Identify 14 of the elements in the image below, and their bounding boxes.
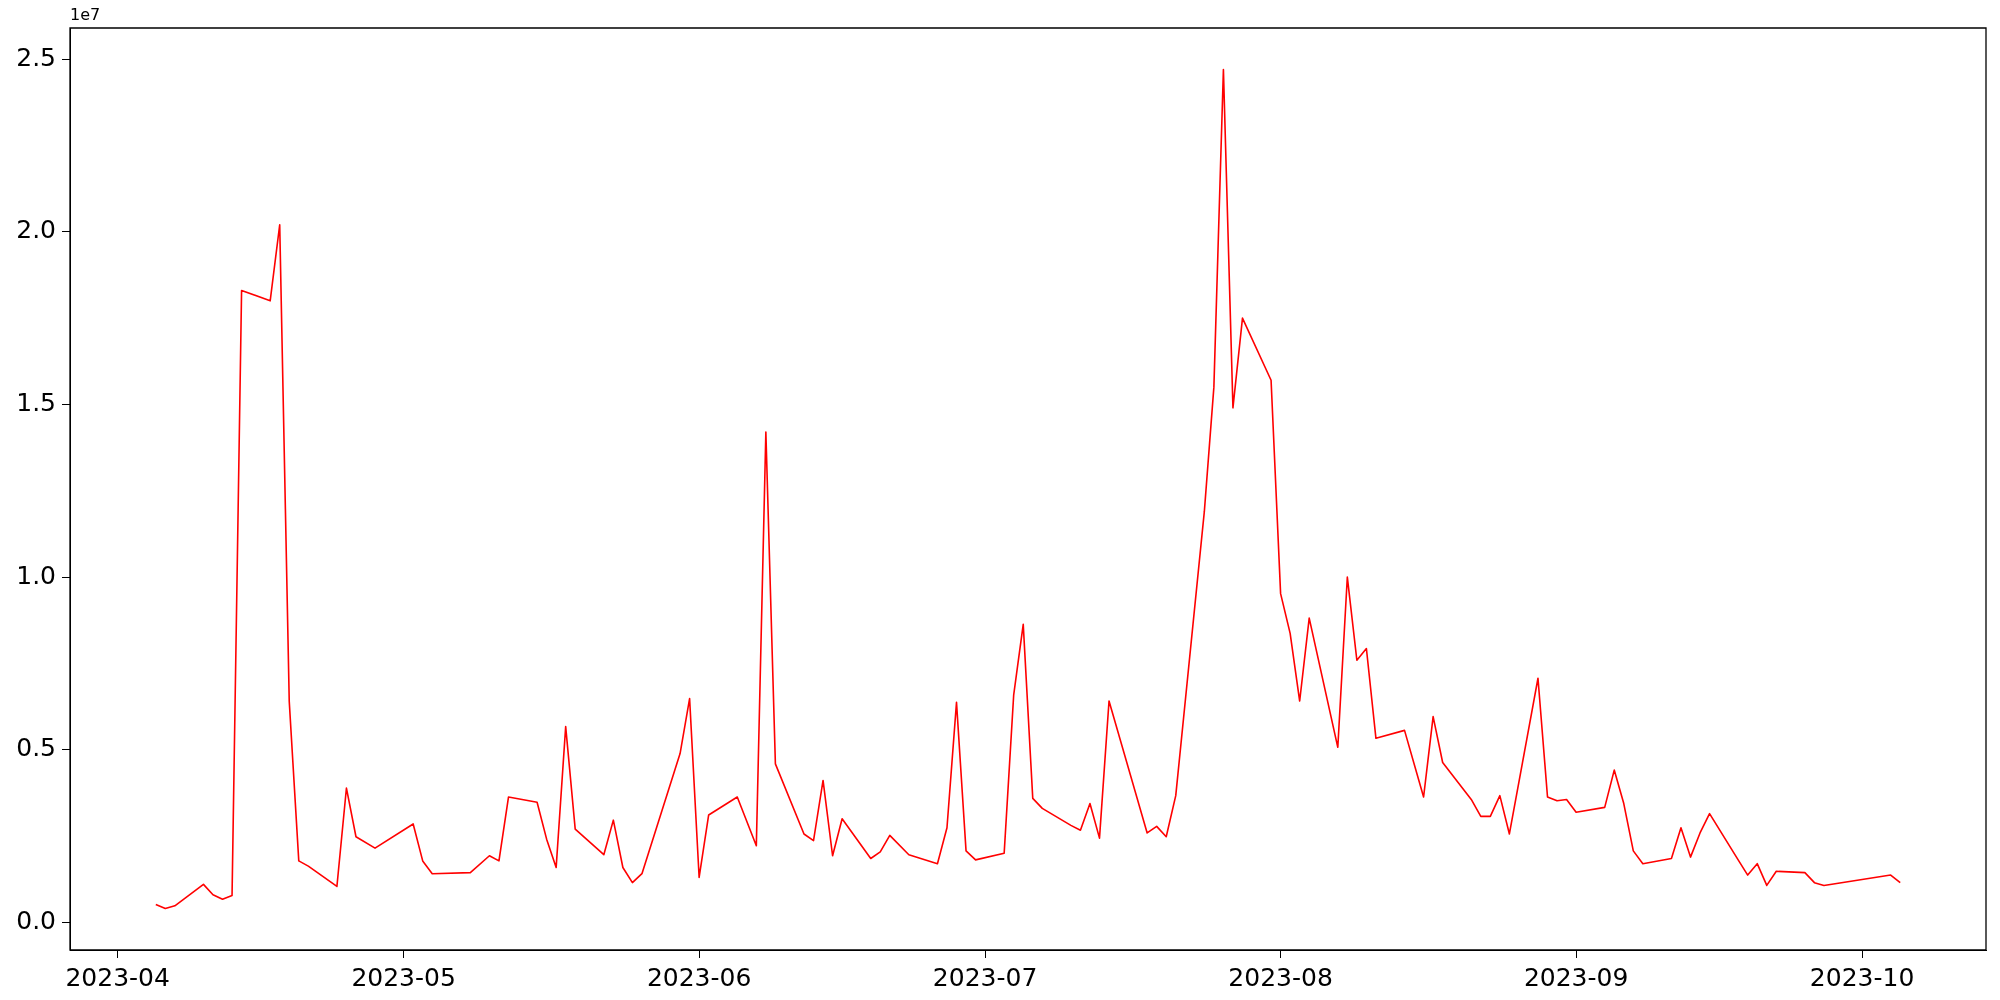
y-tick-label: 0.0: [16, 905, 56, 935]
x-tick-label: 2023-08: [1228, 962, 1333, 992]
y-tick-label: 1.0: [16, 560, 56, 590]
y-tick-label: 2.0: [16, 215, 56, 245]
x-tick-label: 2023-07: [932, 962, 1038, 992]
x-tick-label: 2023-06: [646, 962, 752, 992]
y-tick-label: 0.5: [16, 733, 56, 763]
x-tick-label: 2023-10: [1809, 962, 1915, 992]
y-tick-label: 2.5: [16, 42, 56, 72]
text: 1e7: [70, 5, 101, 25]
y-tick-label: 1.5: [16, 387, 56, 417]
x-tick-label: 2023-05: [351, 962, 456, 992]
x-tick-label: 2023-09: [1523, 962, 1629, 992]
x-tick-label: 2023-04: [65, 962, 170, 992]
